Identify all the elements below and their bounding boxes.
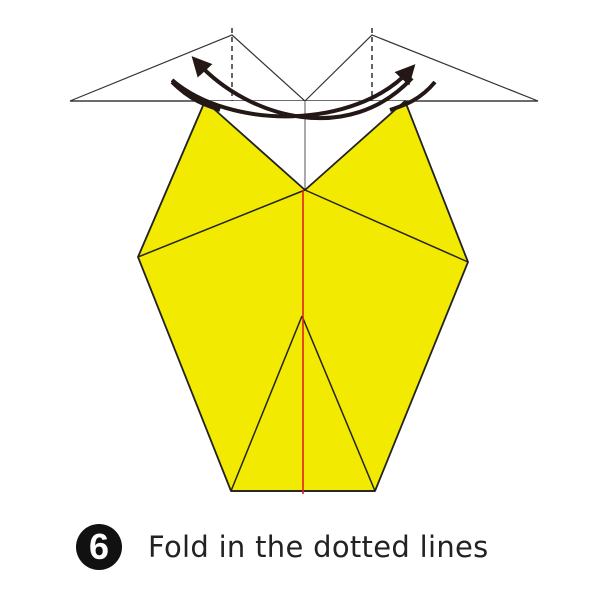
arrow-base-right bbox=[389, 80, 437, 112]
inner-left-diagonal bbox=[230, 315, 303, 492]
step-caption: 6 Fold in the dotted lines bbox=[76, 522, 489, 572]
left-flap-edge bbox=[137, 100, 206, 258]
arrow-base-left bbox=[170, 80, 221, 112]
curved-arrow-right-icon bbox=[170, 64, 416, 119]
yellow-body bbox=[137, 100, 469, 494]
step-number-badge: 6 bbox=[76, 524, 122, 570]
top-flaps bbox=[69, 28, 539, 110]
inner-right-diagonal bbox=[301, 315, 376, 492]
right-back-flap bbox=[303, 34, 539, 102]
fold-arrows bbox=[170, 56, 437, 121]
left-crease bbox=[137, 189, 306, 258]
right-crease bbox=[304, 189, 469, 263]
step-instruction: Fold in the dotted lines bbox=[148, 530, 489, 564]
